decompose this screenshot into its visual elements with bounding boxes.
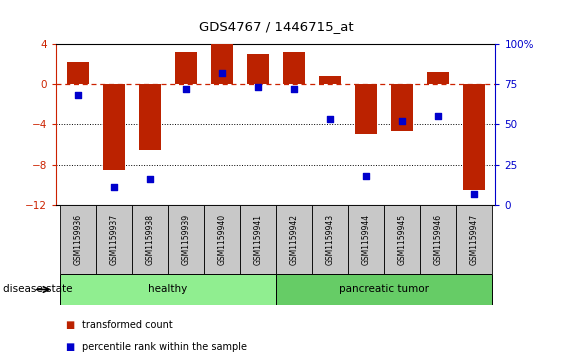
Bar [420,205,456,274]
Bar [168,205,204,274]
Point [361,173,370,179]
Bar [60,274,276,305]
Bar [384,205,420,274]
Bar [204,205,240,274]
Bar [175,52,196,84]
Bar [312,205,348,274]
Bar [60,205,96,274]
Bar [391,84,413,131]
Text: GSM1159937: GSM1159937 [109,214,118,265]
Bar [240,205,276,274]
Text: GSM1159947: GSM1159947 [470,214,479,265]
Bar [283,52,305,84]
Point [325,117,334,122]
Text: GSM1159943: GSM1159943 [325,214,334,265]
Text: GSM1159938: GSM1159938 [145,214,154,265]
Point [253,84,262,90]
Point [181,86,190,92]
Bar [463,84,485,190]
Text: transformed count: transformed count [82,320,172,330]
Text: GSM1159939: GSM1159939 [181,214,190,265]
Bar [139,84,160,150]
Point [109,184,118,190]
Bar [319,76,341,84]
Text: GSM1159946: GSM1159946 [434,214,443,265]
Bar [132,205,168,274]
Text: ■: ■ [65,342,74,352]
Text: GSM1159945: GSM1159945 [397,214,406,265]
Text: ■: ■ [65,320,74,330]
Point [434,113,443,119]
Point [73,92,82,98]
Text: GSM1159942: GSM1159942 [289,214,298,265]
Point [470,191,479,197]
Bar [96,205,132,274]
Text: GDS4767 / 1446715_at: GDS4767 / 1446715_at [199,20,353,33]
Point [145,176,154,182]
Point [217,70,226,76]
Text: percentile rank within the sample: percentile rank within the sample [82,342,247,352]
Bar [67,62,89,84]
Bar [355,84,377,134]
Text: pancreatic tumor: pancreatic tumor [339,285,429,294]
Bar [348,205,384,274]
Bar [276,205,312,274]
Point [397,118,406,124]
Bar [211,44,233,84]
Bar [276,274,492,305]
Text: healthy: healthy [148,285,187,294]
Bar [247,54,269,84]
Bar [427,72,449,84]
Text: GSM1159936: GSM1159936 [73,214,82,265]
Point [289,86,298,92]
Text: GSM1159944: GSM1159944 [361,214,370,265]
Text: GSM1159940: GSM1159940 [217,214,226,265]
Bar [103,84,124,170]
Bar [456,205,492,274]
Text: GSM1159941: GSM1159941 [253,214,262,265]
Text: disease state: disease state [3,285,72,294]
